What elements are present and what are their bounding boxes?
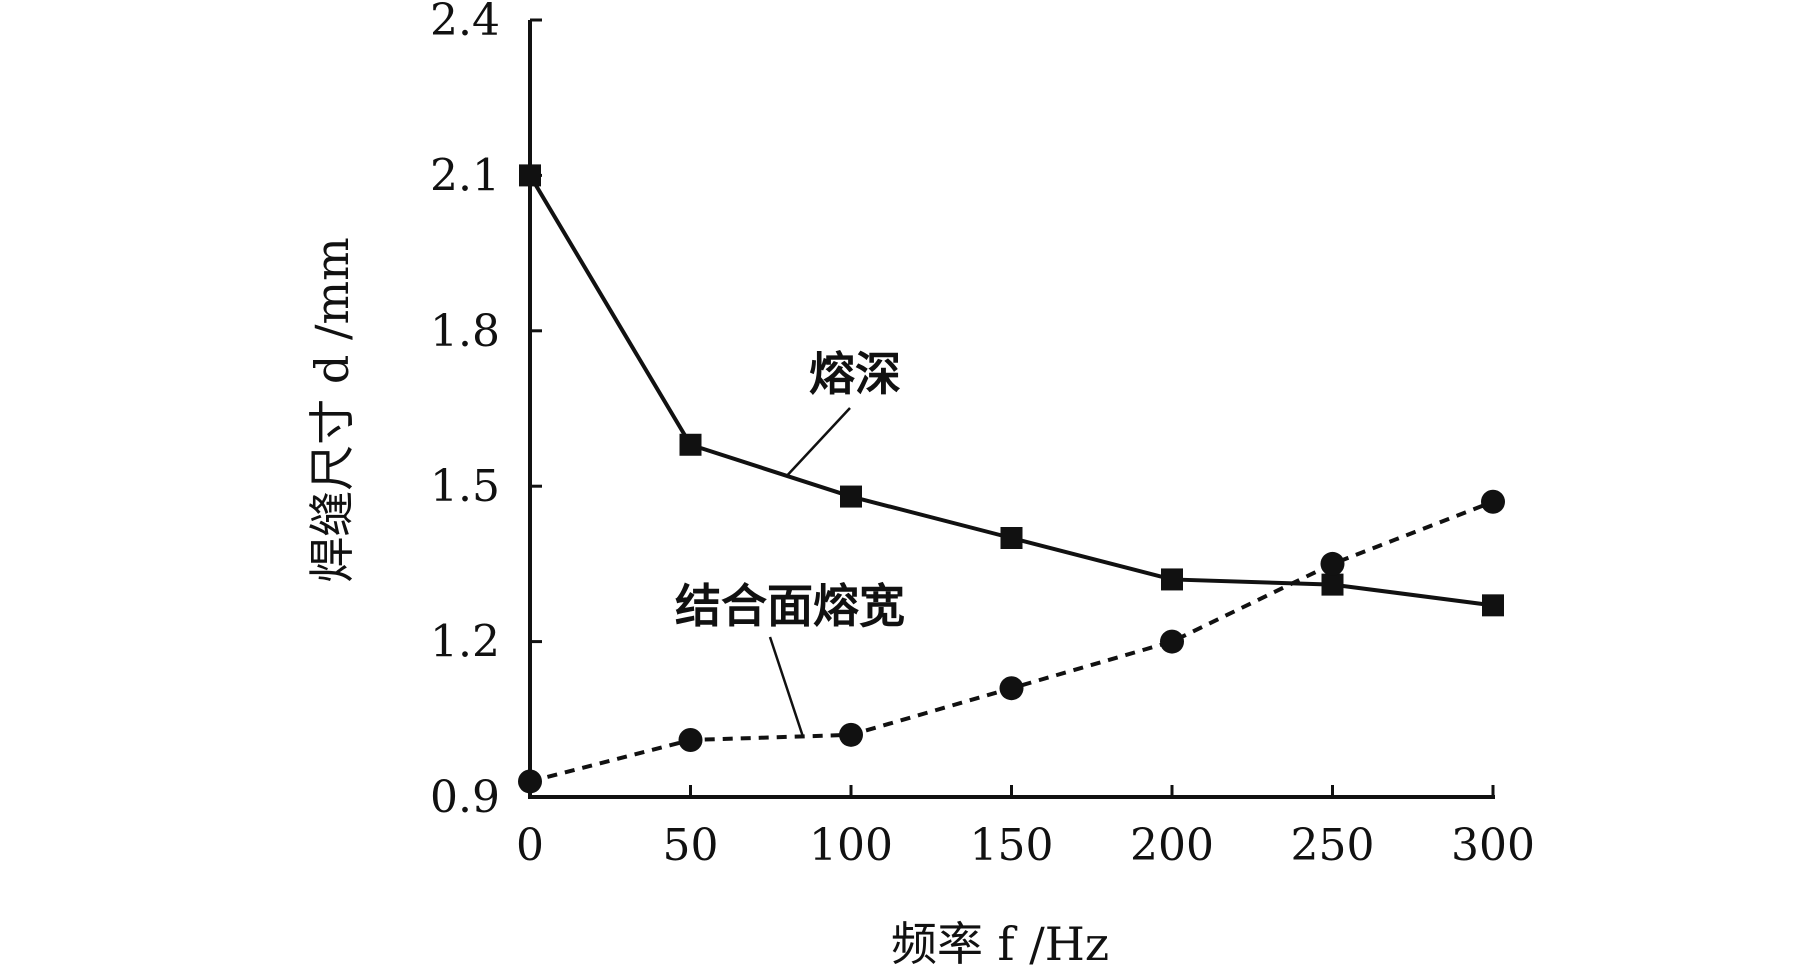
- data-point-circle: [678, 728, 703, 753]
- x-tick-label: 150: [970, 820, 1054, 871]
- series-1: [519, 164, 1504, 617]
- y-tick-label: 2.4: [430, 0, 500, 46]
- y-axis-label: 焊缝尺寸 d /mm: [305, 237, 359, 582]
- data-point-circle: [1481, 489, 1505, 514]
- annotation-label: 结合面熔宽: [675, 579, 905, 633]
- data-point-square: [840, 485, 862, 508]
- y-tick-label: 1.8: [430, 306, 500, 357]
- series-2: [518, 489, 1505, 794]
- data-point-square: [1161, 568, 1183, 591]
- axes: 0.9 1.2 1.5 1.8 2.1 2.4 0 50 100 150 200 250 300: [430, 0, 1535, 871]
- data-point-square: [1000, 527, 1023, 549]
- data-point-circle: [518, 769, 542, 794]
- x-tick-label: 0: [516, 820, 544, 871]
- series-layer: [518, 164, 1505, 794]
- data-point-circle: [1320, 551, 1345, 576]
- annotation-label: 熔深: [809, 347, 901, 401]
- data-point-square: [679, 433, 702, 456]
- data-point-circle: [1160, 629, 1184, 654]
- data-point-square: [1482, 594, 1504, 617]
- y-ticks: 0.9 1.2 1.5 1.8 2.1 2.4: [430, 0, 542, 823]
- annotation-leader-line: [768, 636, 805, 737]
- x-tick-label: 50: [663, 820, 719, 871]
- x-tick-label: 200: [1130, 820, 1214, 871]
- y-tick-label: 0.9: [430, 772, 500, 823]
- y-tick-label: 2.1: [430, 150, 500, 201]
- x-tick-label: 100: [809, 820, 893, 871]
- data-point-circle: [999, 676, 1024, 701]
- y-tick-label: 1.2: [430, 617, 500, 668]
- data-point-circle: [839, 722, 863, 747]
- x-axis-label: 频率 f /Hz: [891, 917, 1109, 971]
- x-tick-label: 250: [1291, 820, 1375, 871]
- y-tick-label: 1.5: [430, 461, 500, 512]
- x-ticks: 0 50 100 150 200 250 300: [516, 785, 1535, 871]
- annotation-leader-line: [785, 407, 851, 477]
- data-point-square: [1321, 573, 1344, 596]
- x-tick-label: 300: [1451, 820, 1535, 871]
- data-point-square: [519, 164, 541, 187]
